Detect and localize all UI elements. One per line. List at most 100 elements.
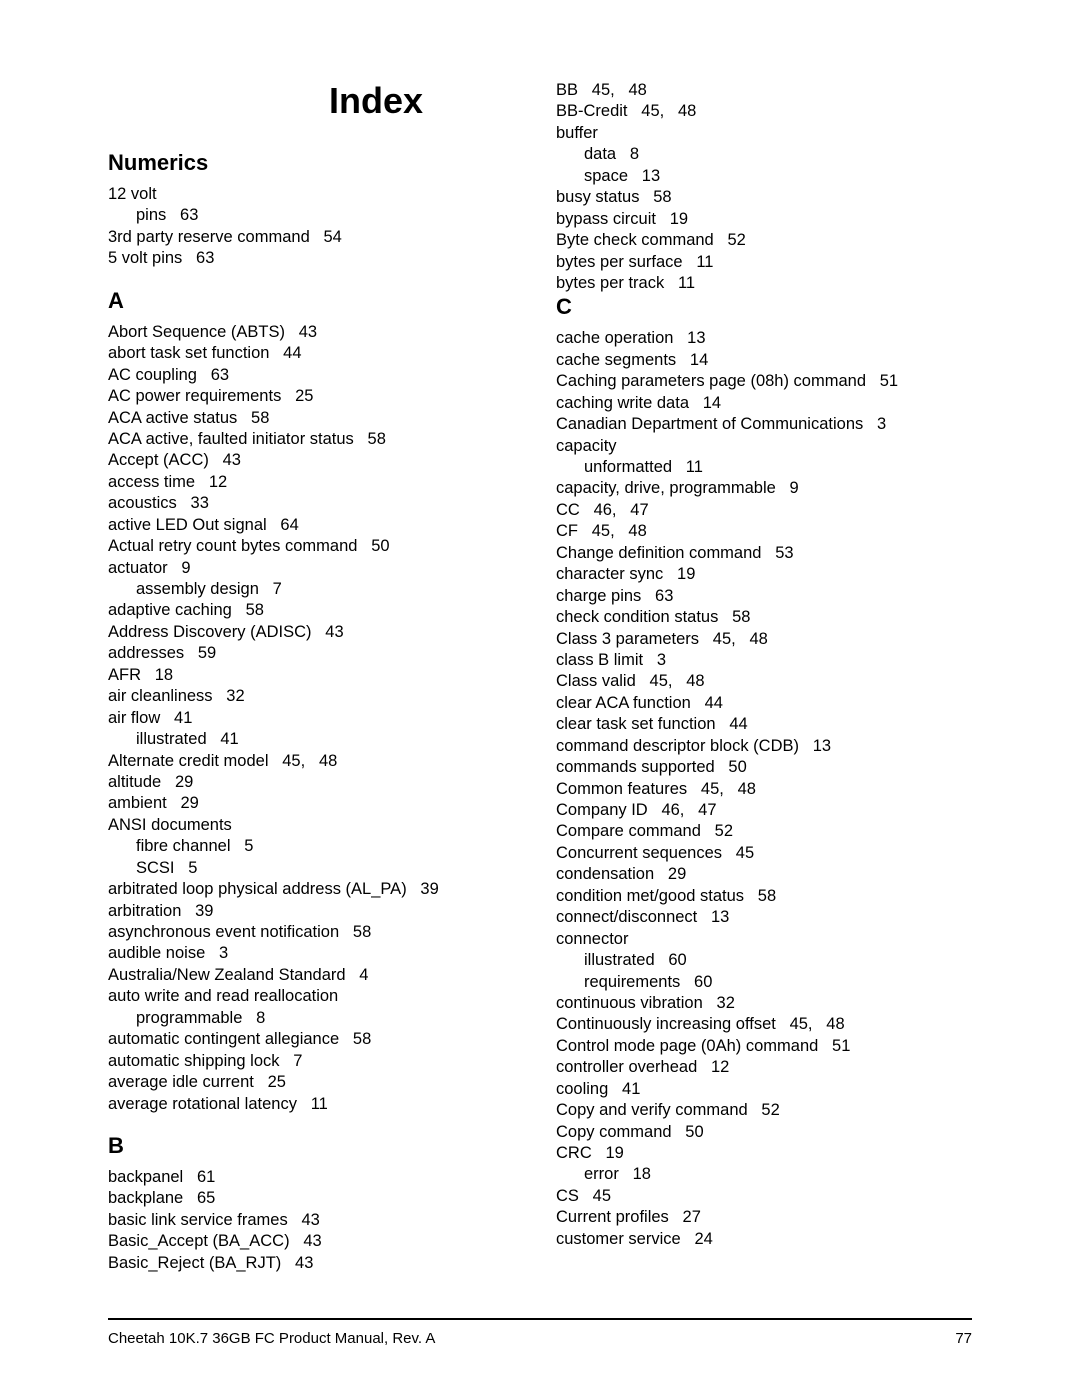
index-entry: illustrated 60 bbox=[556, 950, 972, 971]
index-entry: ACA active, faulted initiator status 58 bbox=[108, 429, 524, 450]
index-entry: 12 volt bbox=[108, 184, 524, 205]
right-column: BB 45, 48BB-Credit 45, 48bufferdata 8spa… bbox=[550, 80, 972, 1308]
index-entry: backplane 65 bbox=[108, 1188, 524, 1209]
index-entry: space 13 bbox=[556, 166, 972, 187]
index-entry: fibre channel 5 bbox=[108, 836, 524, 857]
index-entry: ACA active status 58 bbox=[108, 408, 524, 429]
index-entry: Canadian Department of Communications 3 bbox=[556, 414, 972, 435]
index-entry: AFR 18 bbox=[108, 665, 524, 686]
index-entry: buffer bbox=[556, 123, 972, 144]
index-entry: Continuously increasing offset 45, 48 bbox=[556, 1014, 972, 1035]
index-entry: audible noise 3 bbox=[108, 943, 524, 964]
index-entry: connect/disconnect 13 bbox=[556, 907, 972, 928]
index-entry: Compare command 52 bbox=[556, 821, 972, 842]
index-entry: Alternate credit model 45, 48 bbox=[108, 751, 524, 772]
index-entry: addresses 59 bbox=[108, 643, 524, 664]
index-entry: Copy and verify command 52 bbox=[556, 1100, 972, 1121]
index-entry: pins 63 bbox=[108, 205, 524, 226]
index-entry: command descriptor block (CDB) 13 bbox=[556, 736, 972, 757]
section-heading: Numerics bbox=[108, 150, 524, 176]
index-entry: Byte check command 52 bbox=[556, 230, 972, 251]
index-entry: illustrated 41 bbox=[108, 729, 524, 750]
section-heading: B bbox=[108, 1133, 524, 1159]
index-entry: air flow 41 bbox=[108, 708, 524, 729]
index-entry: SCSI 5 bbox=[108, 858, 524, 879]
index-entry: cooling 41 bbox=[556, 1079, 972, 1100]
index-entry: ambient 29 bbox=[108, 793, 524, 814]
index-entry: commands supported 50 bbox=[556, 757, 972, 778]
footer-left-text: Cheetah 10K.7 36GB FC Product Manual, Re… bbox=[108, 1330, 435, 1347]
index-entry: programmable 8 bbox=[108, 1008, 524, 1029]
index-entry: AC coupling 63 bbox=[108, 365, 524, 386]
index-entry: unformatted 11 bbox=[556, 457, 972, 478]
footer: Cheetah 10K.7 36GB FC Product Manual, Re… bbox=[108, 1320, 972, 1347]
index-entry: charge pins 63 bbox=[556, 586, 972, 607]
index-entry: Actual retry count bytes command 50 bbox=[108, 536, 524, 557]
index-entry: adaptive caching 58 bbox=[108, 600, 524, 621]
index-entry: air cleanliness 32 bbox=[108, 686, 524, 707]
index-entry: CF 45, 48 bbox=[556, 521, 972, 542]
index-entry: caching write data 14 bbox=[556, 393, 972, 414]
index-entry: controller overhead 12 bbox=[556, 1057, 972, 1078]
index-entry: capacity bbox=[556, 436, 972, 457]
index-entry: condensation 29 bbox=[556, 864, 972, 885]
index-entry: capacity, drive, programmable 9 bbox=[556, 478, 972, 499]
index-entry: Caching parameters page (08h) command 51 bbox=[556, 371, 972, 392]
index-entry: bypass circuit 19 bbox=[556, 209, 972, 230]
index-entry: Abort Sequence (ABTS) 43 bbox=[108, 322, 524, 343]
index-entry: Current profiles 27 bbox=[556, 1207, 972, 1228]
index-entry: busy status 58 bbox=[556, 187, 972, 208]
index-entry: CRC 19 bbox=[556, 1143, 972, 1164]
index-entry: altitude 29 bbox=[108, 772, 524, 793]
index-entry: bytes per surface 11 bbox=[556, 252, 972, 273]
index-title: Index bbox=[228, 80, 524, 122]
index-entry: bytes per track 11 bbox=[556, 273, 972, 294]
index-entry: Accept (ACC) 43 bbox=[108, 450, 524, 471]
index-entry: 5 volt pins 63 bbox=[108, 248, 524, 269]
index-entry: continuous vibration 32 bbox=[556, 993, 972, 1014]
index-entry: abort task set function 44 bbox=[108, 343, 524, 364]
index-entry: Company ID 46, 47 bbox=[556, 800, 972, 821]
section-heading: C bbox=[556, 294, 972, 320]
index-entry: average idle current 25 bbox=[108, 1072, 524, 1093]
index-entry: automatic contingent allegiance 58 bbox=[108, 1029, 524, 1050]
index-entry: Address Discovery (ADISC) 43 bbox=[108, 622, 524, 643]
index-entry: actuator 9 bbox=[108, 558, 524, 579]
page: Index Numerics 12 voltpins 633rd party re… bbox=[0, 0, 1080, 1397]
index-entry: automatic shipping lock 7 bbox=[108, 1051, 524, 1072]
index-entry: arbitrated loop physical address (AL_PA)… bbox=[108, 879, 524, 900]
index-entry: cache segments 14 bbox=[556, 350, 972, 371]
left-column: Index Numerics 12 voltpins 633rd party re… bbox=[108, 80, 530, 1308]
index-entry: clear ACA function 44 bbox=[556, 693, 972, 714]
index-entry: active LED Out signal 64 bbox=[108, 515, 524, 536]
index-entry: condition met/good status 58 bbox=[556, 886, 972, 907]
section-heading: A bbox=[108, 288, 524, 314]
index-entry: Class valid 45, 48 bbox=[556, 671, 972, 692]
index-entry: ANSI documents bbox=[108, 815, 524, 836]
index-entry: class B limit 3 bbox=[556, 650, 972, 671]
index-entry: error 18 bbox=[556, 1164, 972, 1185]
index-entry: asynchronous event notification 58 bbox=[108, 922, 524, 943]
index-entry: Class 3 parameters 45, 48 bbox=[556, 629, 972, 650]
index-entry: CS 45 bbox=[556, 1186, 972, 1207]
left-entries: Numerics 12 voltpins 633rd party reserve … bbox=[108, 150, 524, 1274]
index-entry: CC 46, 47 bbox=[556, 500, 972, 521]
index-entry: customer service 24 bbox=[556, 1229, 972, 1250]
index-entry: Australia/New Zealand Standard 4 bbox=[108, 965, 524, 986]
index-entry: connector bbox=[556, 929, 972, 950]
index-entry: BB 45, 48 bbox=[556, 80, 972, 101]
index-entry: cache operation 13 bbox=[556, 328, 972, 349]
index-entry: 3rd party reserve command 54 bbox=[108, 227, 524, 248]
index-entry: check condition status 58 bbox=[556, 607, 972, 628]
index-entry: assembly design 7 bbox=[108, 579, 524, 600]
index-entry: Basic_Reject (BA_RJT) 43 bbox=[108, 1253, 524, 1274]
index-entry: clear task set function 44 bbox=[556, 714, 972, 735]
index-entry: average rotational latency 11 bbox=[108, 1094, 524, 1115]
index-entry: basic link service frames 43 bbox=[108, 1210, 524, 1231]
right-entries: BB 45, 48BB-Credit 45, 48bufferdata 8spa… bbox=[556, 80, 972, 1250]
index-entry: Copy command 50 bbox=[556, 1122, 972, 1143]
index-entry: arbitration 39 bbox=[108, 901, 524, 922]
index-entry: Concurrent sequences 45 bbox=[556, 843, 972, 864]
index-entry: requirements 60 bbox=[556, 972, 972, 993]
index-entry: auto write and read reallocation bbox=[108, 986, 524, 1007]
